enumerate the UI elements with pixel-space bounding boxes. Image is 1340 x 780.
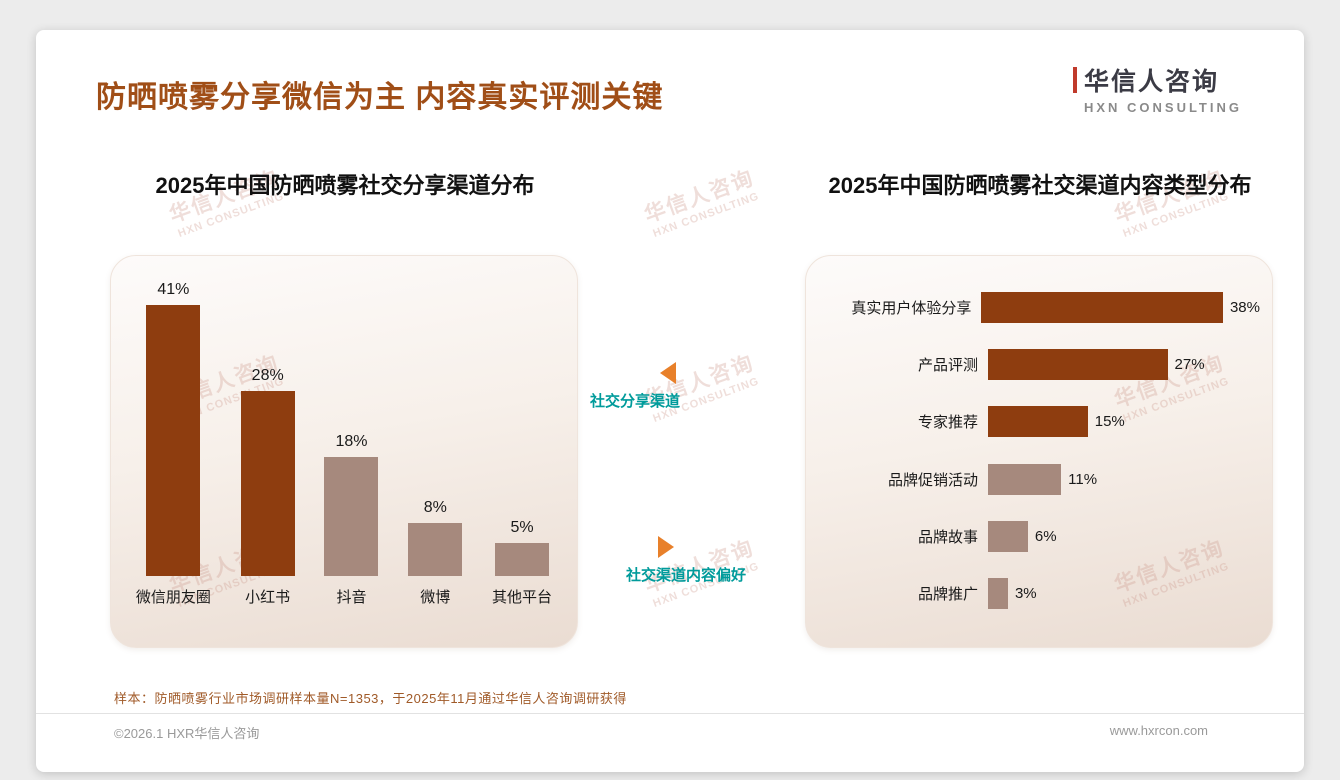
- bar-category-label: 微博: [420, 589, 451, 606]
- hbar-row: 专家推荐 15%: [826, 406, 1260, 438]
- bar-value-label: 8%: [423, 499, 447, 517]
- triangle-right-icon: [658, 536, 674, 558]
- chart-column: 8% 微博: [408, 268, 463, 606]
- bar-category-label: 抖音: [336, 589, 367, 606]
- hbar-category-label: 真实用户体验分享: [851, 300, 972, 317]
- hbar-category-label: 品牌故事: [917, 528, 978, 546]
- right-chart-rows: 真实用户体验分享 38% 产品评测 27% 专家推荐 15% 品牌促销活动 11% 品牌故事 6%…: [826, 292, 1260, 609]
- copyright-text: ©2026.1 HXR华信人咨询: [114, 726, 260, 741]
- annotation-content-preference: 社交渠道内容偏好: [626, 536, 746, 585]
- slide-card: 华信人咨询 HXN CONSULTING 华信人咨询 HXN CONSULTING 华信…: [36, 30, 1304, 772]
- annotation-share-channel-label: 社交分享渠道: [590, 393, 681, 410]
- hbar-value-label: 38%: [1229, 299, 1260, 316]
- hbar-row: 产品评测 27%: [826, 349, 1260, 381]
- annotation-content-preference-label: 社交渠道内容偏好: [626, 567, 747, 584]
- hbar-value-label: 27%: [1174, 356, 1205, 374]
- hbar: [988, 406, 1088, 438]
- hbar-value-label: 15%: [1094, 413, 1125, 431]
- left-chart-panel: 41% 微信朋友圈 28% 小红书 18% 抖音 8% 微博 5% 其他平台: [110, 255, 578, 648]
- watermark: 华信人咨询 HXN CONSULTING: [130, 149, 323, 253]
- hbar-row: 品牌促销活动 11%: [826, 463, 1260, 495]
- chart-column: 28% 小红书: [240, 268, 295, 606]
- annotation-share-channel: 社交分享渠道: [590, 362, 680, 411]
- hbar-value-label: 6%: [1034, 527, 1057, 545]
- watermark-line1: 华信人咨询: [641, 351, 758, 413]
- left-chart-title: 2025年中国防晒喷雾社交分享渠道分布: [155, 173, 535, 198]
- footer-divider: [36, 713, 1304, 714]
- bar-value-label: 28%: [251, 367, 284, 385]
- watermark: 华信人咨询 HXN CONSULTING: [605, 149, 798, 253]
- logo-name: 华信人咨询: [1083, 68, 1219, 96]
- hbar: [988, 577, 1008, 609]
- hbar: [988, 349, 1168, 381]
- chart-column: 41% 微信朋友圈: [136, 268, 211, 606]
- hbar-category-label: 品牌推广: [917, 585, 978, 603]
- chart-column: 5% 其他平台: [492, 268, 552, 606]
- bar-category-label: 小红书: [245, 589, 291, 606]
- hbar-category-label: 专家推荐: [917, 414, 978, 432]
- bar-category-label: 其他平台: [492, 589, 553, 606]
- bar-value-label: 18%: [335, 433, 368, 451]
- left-chart-columns: 41% 微信朋友圈 28% 小红书 18% 抖音 8% 微博 5% 其他平台: [121, 268, 567, 606]
- hbar-row: 真实用户体验分享 38%: [826, 292, 1260, 323]
- hbar-value-label: 11%: [1068, 470, 1098, 488]
- right-chart-panel: 真实用户体验分享 38% 产品评测 27% 专家推荐 15% 品牌促销活动 11% 品牌故事 6%…: [805, 255, 1273, 648]
- company-logo: 华信人咨询 HXN CONSULTING: [1072, 62, 1242, 115]
- bar-value-label: 5%: [510, 519, 534, 536]
- bar: [408, 523, 463, 576]
- watermark-line1: 华信人咨询: [641, 166, 758, 228]
- bar: [324, 457, 379, 576]
- bar-category-label: 微信朋友圈: [135, 589, 211, 606]
- triangle-left-icon: [660, 362, 676, 384]
- hbar-row: 品牌故事 6%: [826, 520, 1260, 552]
- hbar: [988, 463, 1062, 495]
- hbar: [988, 520, 1028, 552]
- hbar-category-label: 产品评测: [917, 357, 978, 375]
- watermark: 华信人咨询 HXN CONSULTING: [1075, 149, 1268, 253]
- bar: [146, 305, 201, 576]
- bar: [240, 391, 295, 576]
- sample-note: 样本：防晒喷雾行业市场调研样本量N=1353，于2025年11月通过华信人咨询调…: [114, 691, 627, 706]
- bar-value-label: 41%: [157, 281, 190, 299]
- page-title: 防晒喷雾分享微信为主 内容真实评测关键: [96, 81, 664, 114]
- hbar-row: 品牌推广 3%: [826, 577, 1260, 609]
- right-chart-title: 2025年中国防晒喷雾社交渠道内容类型分布: [828, 173, 1252, 198]
- website-text: www.hxrcon.com: [1109, 723, 1208, 738]
- chart-column: 18% 抖音: [324, 268, 379, 606]
- hbar: [981, 292, 1223, 323]
- hbar-category-label: 品牌促销活动: [887, 471, 978, 489]
- logo-subtitle: HXN CONSULTING: [1083, 100, 1242, 115]
- logo-accent-bar: [1072, 67, 1077, 93]
- watermark: 华信人咨询 HXN CONSULTING: [605, 334, 798, 438]
- watermark-line2: HXN CONSULTING: [651, 190, 761, 240]
- bar: [495, 543, 550, 576]
- hbar-value-label: 3%: [1014, 584, 1037, 602]
